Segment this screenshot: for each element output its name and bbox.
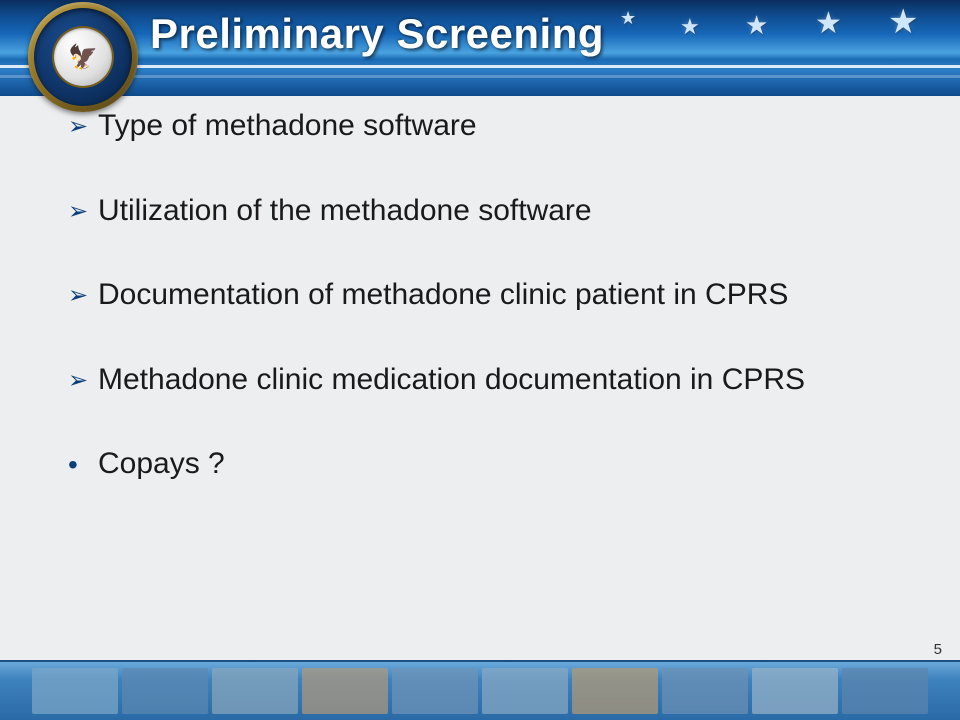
list-item: ➢ Utilization of the methadone software xyxy=(68,193,898,230)
footer-band xyxy=(0,660,960,720)
list-item-text: Documentation of methadone clinic patien… xyxy=(98,277,898,314)
list-item: ➢ Methadone clinic medication documentat… xyxy=(68,362,898,399)
footer-cell xyxy=(32,668,118,714)
chevron-bullet-icon: ➢ xyxy=(68,277,98,310)
footer-cell xyxy=(302,668,388,714)
list-item-text: Methadone clinic medication documentatio… xyxy=(98,362,898,399)
list-item: ➢ Documentation of methadone clinic pati… xyxy=(68,277,898,314)
footer-cell xyxy=(842,668,928,714)
list-item-text: Copays ? xyxy=(98,446,898,483)
list-item: ➢ Type of methadone software xyxy=(68,108,898,145)
header-band: Preliminary Screening ★ ★ ★ ★ ★ xyxy=(0,0,960,96)
footer-cell xyxy=(212,668,298,714)
chevron-bullet-icon: ➢ xyxy=(68,193,98,226)
slide: Preliminary Screening ★ ★ ★ ★ ★ 🦅 ➢ Type… xyxy=(0,0,960,720)
page-number: 5 xyxy=(934,641,942,658)
footer-image-strip xyxy=(30,668,930,714)
footer-cell xyxy=(752,668,838,714)
va-seal-icon: 🦅 xyxy=(28,2,138,112)
footer-cell xyxy=(482,668,568,714)
footer-cell xyxy=(572,668,658,714)
bullet-list: ➢ Type of methadone software ➢ Utilizati… xyxy=(68,108,898,531)
header-star-icon: ★ xyxy=(888,2,918,42)
disc-bullet-icon: • xyxy=(68,446,98,482)
chevron-bullet-icon: ➢ xyxy=(68,108,98,141)
footer-cell xyxy=(122,668,208,714)
seal-eagle-icon: 🦅 xyxy=(54,28,112,86)
list-item-text: Type of methadone software xyxy=(98,108,898,145)
list-item-text: Utilization of the methadone software xyxy=(98,193,898,230)
header-star-icon: ★ xyxy=(620,8,636,29)
header-star-icon: ★ xyxy=(745,10,768,41)
list-item: • Copays ? xyxy=(68,446,898,483)
footer-cell xyxy=(392,668,478,714)
slide-title: Preliminary Screening xyxy=(150,10,604,58)
chevron-bullet-icon: ➢ xyxy=(68,362,98,395)
footer-cell xyxy=(662,668,748,714)
header-star-icon: ★ xyxy=(815,6,842,41)
header-star-icon: ★ xyxy=(680,14,700,40)
